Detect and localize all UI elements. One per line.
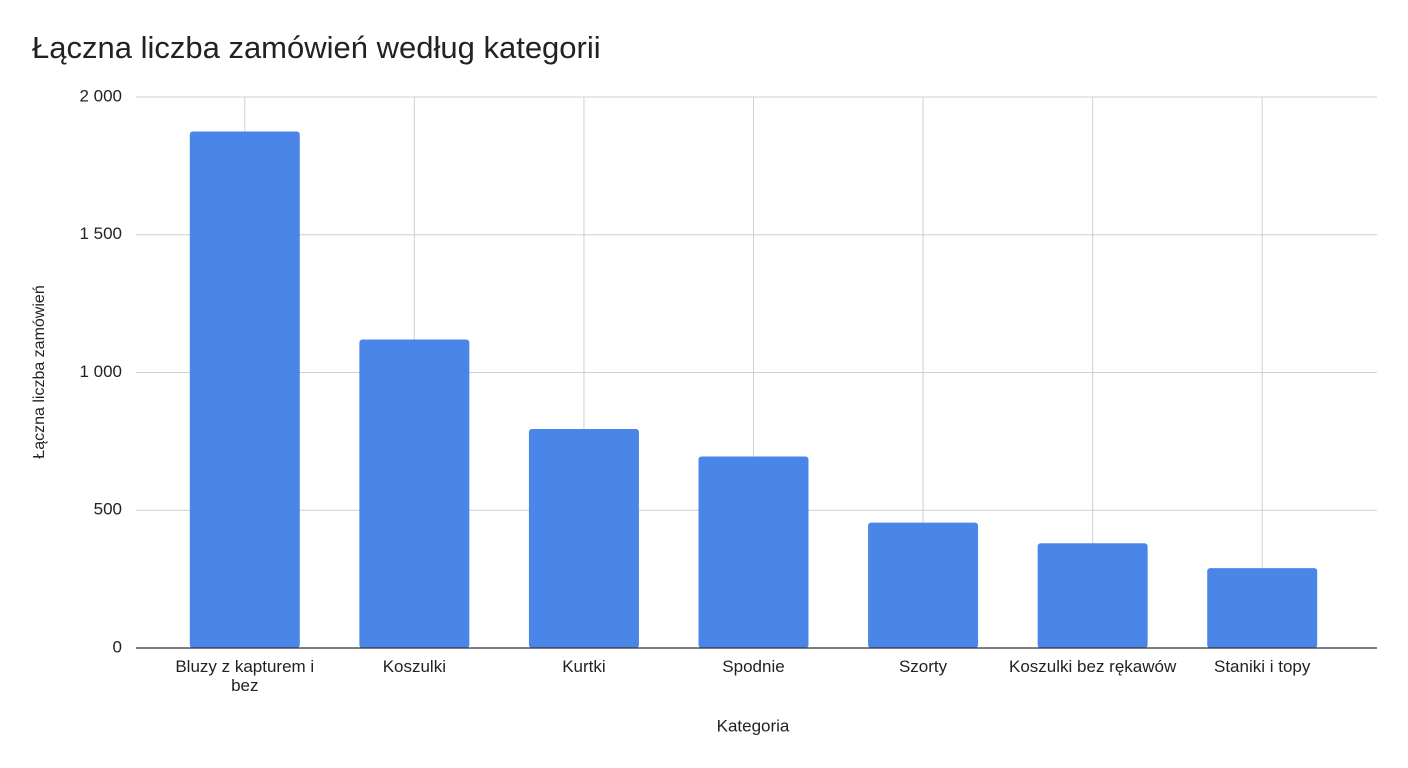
x-tick-label: Koszulki — [382, 657, 446, 676]
chart-title: Łączna liczba zamówień według kategorii — [32, 30, 601, 65]
bar — [189, 131, 300, 648]
bar — [1207, 568, 1318, 648]
bar — [359, 339, 470, 648]
bar — [868, 522, 979, 648]
x-tick-label: Szorty — [898, 657, 948, 676]
x-tick-label: Staniki i topy — [1214, 657, 1311, 676]
x-axis-label: Kategoria — [717, 716, 790, 735]
y-tick-label: 0 — [113, 637, 122, 656]
bar — [1037, 543, 1148, 648]
y-axis-label: Łączna liczba zamówień — [31, 285, 48, 458]
x-tick-label: Bluzy z kapturem i bez — [175, 657, 315, 695]
y-tick-label: 1 500 — [79, 224, 122, 243]
bar — [528, 428, 639, 648]
x-tick-label: Koszulki bez rękawów — [1009, 657, 1177, 676]
x-tick-label: Spodnie — [722, 657, 785, 676]
y-tick-label: 2 000 — [79, 86, 122, 105]
bar — [698, 456, 809, 648]
y-tick-label: 500 — [94, 500, 122, 519]
y-tick-label: 1 000 — [79, 362, 122, 381]
x-tick-label: Kurtki — [562, 657, 606, 676]
